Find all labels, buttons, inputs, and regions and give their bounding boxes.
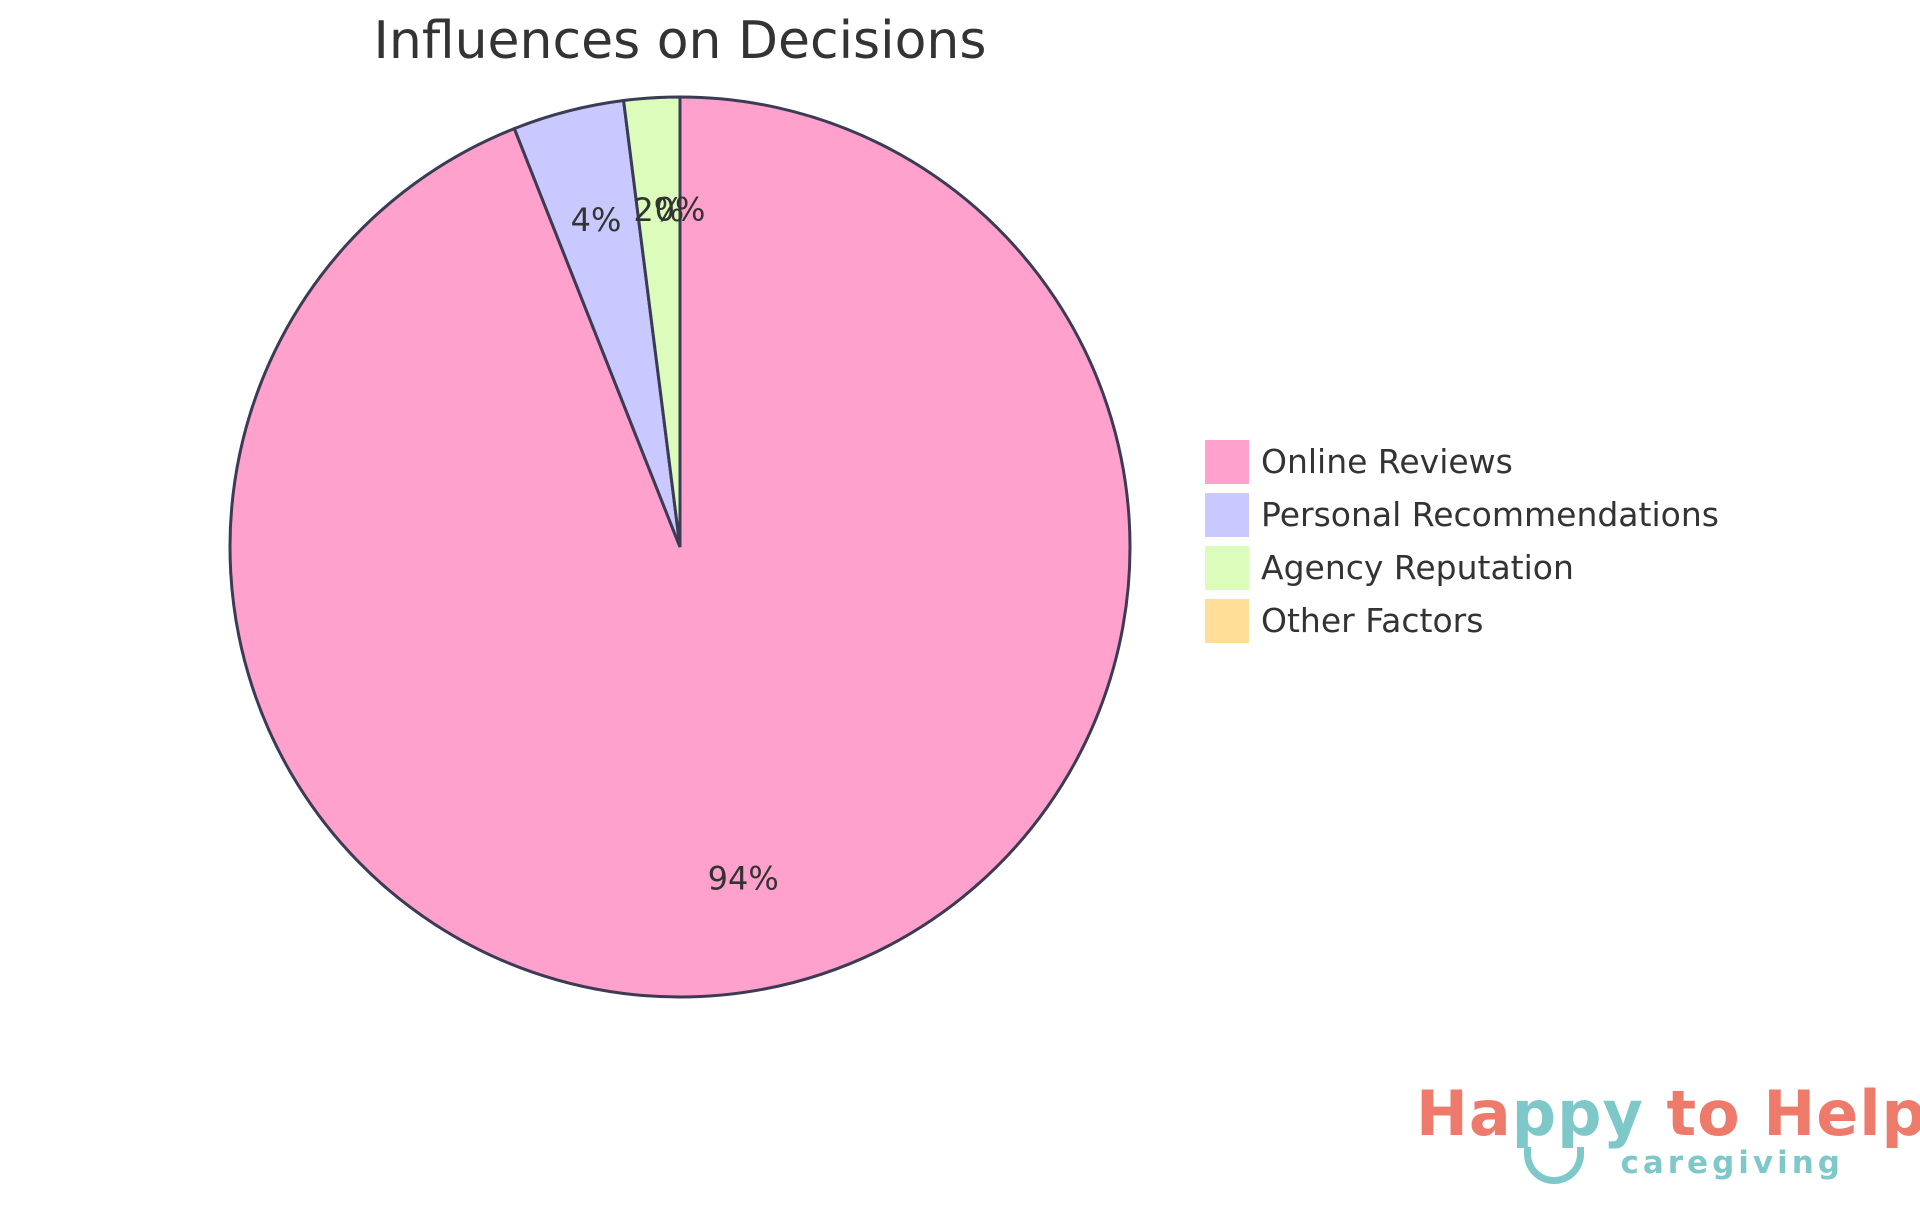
legend-swatch-agency-reputation bbox=[1205, 546, 1249, 590]
legend-label-online-reviews: Online Reviews bbox=[1261, 442, 1513, 481]
slice-label-other-factors: 0% bbox=[655, 191, 706, 229]
legend-label-other-factors: Other Factors bbox=[1261, 601, 1483, 640]
legend-swatch-other-factors bbox=[1205, 599, 1249, 643]
legend-swatch-personal-recommendations bbox=[1205, 493, 1249, 537]
legend-label-personal-recommendations: Personal Recommendations bbox=[1261, 495, 1719, 534]
logo-wordmark: Happy to Help bbox=[1416, 1077, 1920, 1150]
slice-label-personal-recommendations: 4% bbox=[571, 201, 622, 239]
logo-tagline: caregiving bbox=[1620, 1145, 1844, 1181]
pie-slice-labels: 94% 4% 2%0% bbox=[571, 191, 779, 898]
legend: Online Reviews Personal Recommendations Ag… bbox=[1205, 440, 1719, 643]
legend-label-agency-reputation: Agency Reputation bbox=[1261, 548, 1574, 587]
smile-icon bbox=[1524, 1147, 1584, 1184]
happy-to-help-logo: Happy to Help caregiving bbox=[1416, 1077, 1920, 1197]
slice-label-online-reviews: 94% bbox=[708, 860, 779, 898]
pie-slice-agency-reputation bbox=[621, 95, 682, 548]
chart-title: Influences on Decisions bbox=[374, 11, 987, 71]
legend-swatch-online-reviews bbox=[1205, 440, 1249, 484]
pie-slices bbox=[228, 95, 1132, 999]
slice-label-agency-reputation: 2% bbox=[633, 191, 684, 229]
